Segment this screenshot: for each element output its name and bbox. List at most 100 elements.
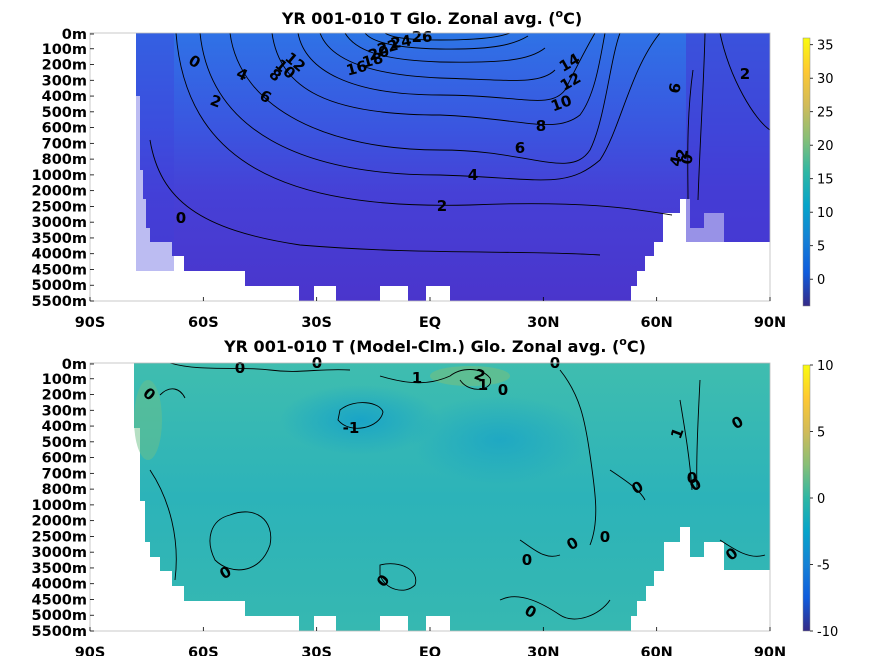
y-tick-label: 3500m <box>32 231 87 247</box>
contour-label: 0 <box>687 469 697 487</box>
y-tick-label: 4500m <box>32 592 87 608</box>
x-tick-label: 90S <box>75 645 106 656</box>
contour-label: 26 <box>412 28 433 46</box>
contour-label: 0 <box>600 528 610 546</box>
contour-label: 4 <box>666 154 686 167</box>
y-tick-label: 2000m <box>32 184 87 200</box>
warm-anomaly-2 <box>430 366 510 386</box>
seafloor-mask-1c <box>380 286 408 301</box>
x-axis-2: 90S 60S 30S EQ 30N 60N 90N <box>75 627 786 656</box>
colorbar-tick-label: 10 <box>817 206 834 221</box>
y-tick-label: 100m <box>42 372 87 388</box>
y-tick-label: 400m <box>42 419 87 435</box>
colorbar-ticks-1: 35 30 25 20 15 10 5 0 <box>810 39 834 288</box>
seafloor-mask-1b <box>314 286 336 301</box>
x-tick-label: 60N <box>641 315 673 331</box>
cool-anomaly-2b <box>410 395 590 485</box>
y-tick-label: 800m <box>42 482 87 498</box>
y-tick-label: 0m <box>62 357 87 373</box>
antarctic-column-1 <box>136 33 174 271</box>
colorbar-tick-label: -10 <box>817 625 838 640</box>
colorbar-2 <box>802 364 811 632</box>
y-tick-label: 600m <box>42 121 87 137</box>
y-tick-label: 300m <box>42 403 87 419</box>
colorbar-tick-label: 25 <box>817 106 834 121</box>
contour-label: 4 <box>468 166 478 184</box>
contour-label: 0 <box>235 359 245 377</box>
y-tick-label: 100m <box>42 42 87 58</box>
y-tick-label: 600m <box>42 451 87 467</box>
seafloor-mask-2c <box>380 616 408 631</box>
contour-label: 0 <box>677 152 697 165</box>
y-axis-1: 0m100m200m300m400m500m600m700m800m1000m2… <box>32 27 94 310</box>
contour-label: 2 <box>740 65 750 83</box>
y-tick-label: 700m <box>42 136 87 152</box>
x-axis-1: 90S 60S 30S EQ 30N 60N 90N <box>75 297 786 331</box>
contour-label: 6 <box>665 81 685 94</box>
y-tick-label: 5000m <box>32 278 87 294</box>
colorbar-tick-label: 0 <box>817 492 825 507</box>
colorbar-tick-label: 5 <box>817 426 825 441</box>
y-tick-label: 5500m <box>32 294 87 310</box>
chart-title-2: YR 001-010 T (Model-Clm.) Glo. Zonal avg… <box>223 335 646 356</box>
warm-anomaly-2b <box>134 380 162 460</box>
cool-anomaly-2a <box>280 385 440 455</box>
contour-label: 2 <box>437 197 447 215</box>
y-tick-label: 4000m <box>32 247 87 263</box>
contour-label: 0 <box>498 381 508 399</box>
y-tick-label: 200m <box>42 58 87 74</box>
x-tick-label: 60S <box>188 315 219 331</box>
y-tick-label: 800m <box>42 152 87 168</box>
x-tick-label: 30N <box>527 315 559 331</box>
contour-label: 1 <box>478 376 488 394</box>
y-tick-label: 5000m <box>32 608 87 624</box>
y-tick-label: 5500m <box>32 624 87 640</box>
colorbar-tick-label: 35 <box>817 39 834 54</box>
chart-panel-temperature: YR 001-010 T Glo. Zonal avg. (oC) <box>32 7 834 331</box>
y-tick-label: 2500m <box>32 199 87 215</box>
y-tick-label: 700m <box>42 466 87 482</box>
colorbar-1 <box>802 37 811 307</box>
colorbar-tick-label: -5 <box>817 559 830 574</box>
contour-label: 6 <box>515 139 525 157</box>
contour-lines-2 <box>149 363 766 620</box>
seafloor-mask-2b <box>314 616 336 631</box>
y-tick-label: 4500m <box>32 262 87 278</box>
y-tick-label: 2500m <box>32 529 87 545</box>
colorbar-tick-label: 5 <box>817 240 825 255</box>
seafloor-mask-1d <box>426 286 450 301</box>
colorbar-ticks-2: 10 5 0 -5 -10 <box>810 359 838 640</box>
y-tick-label: 0m <box>62 27 87 43</box>
seafloor-mask-2d <box>426 616 450 631</box>
x-tick-label: EQ <box>419 645 441 656</box>
seafloor-mask-1a <box>276 286 299 301</box>
x-tick-label: 90S <box>75 315 106 331</box>
contour-label: 18 <box>360 49 385 72</box>
y-tick-label: 500m <box>42 105 87 121</box>
x-tick-label: 90N <box>754 315 786 331</box>
x-tick-label: 30S <box>301 645 332 656</box>
y-tick-label: 4000m <box>32 577 87 593</box>
x-tick-label: 90N <box>754 645 786 656</box>
y-tick-label: 400m <box>42 89 87 105</box>
colorbar-tick-label: 30 <box>817 72 834 87</box>
chart-title-1: YR 001-010 T Glo. Zonal avg. (oC) <box>281 7 582 28</box>
contour-label: -1 <box>343 419 360 437</box>
arctic-column-1 <box>686 33 770 242</box>
colorbar-tick-label: 15 <box>817 173 834 188</box>
x-tick-label: 30N <box>527 645 559 656</box>
y-axis-2: 0m100m200m300m400m500m600m700m800m1000m2… <box>32 357 94 640</box>
contour-label: 0 <box>522 551 532 569</box>
y-tick-label: 200m <box>42 388 87 404</box>
y-tick-label: 3000m <box>32 215 87 231</box>
contour-label: 2 <box>672 147 692 160</box>
x-tick-label: 60N <box>641 645 673 656</box>
y-tick-label: 1000m <box>32 498 87 514</box>
y-tick-label: 3000m <box>32 545 87 561</box>
colorbar-tick-label: 20 <box>817 139 834 154</box>
x-tick-label: EQ <box>419 315 441 331</box>
chart-panel-difference: YR 001-010 T (Model-Clm.) Glo. Zonal avg… <box>32 335 839 656</box>
contour-label: 8 <box>536 117 546 135</box>
seafloor-mask-2a <box>276 616 299 631</box>
